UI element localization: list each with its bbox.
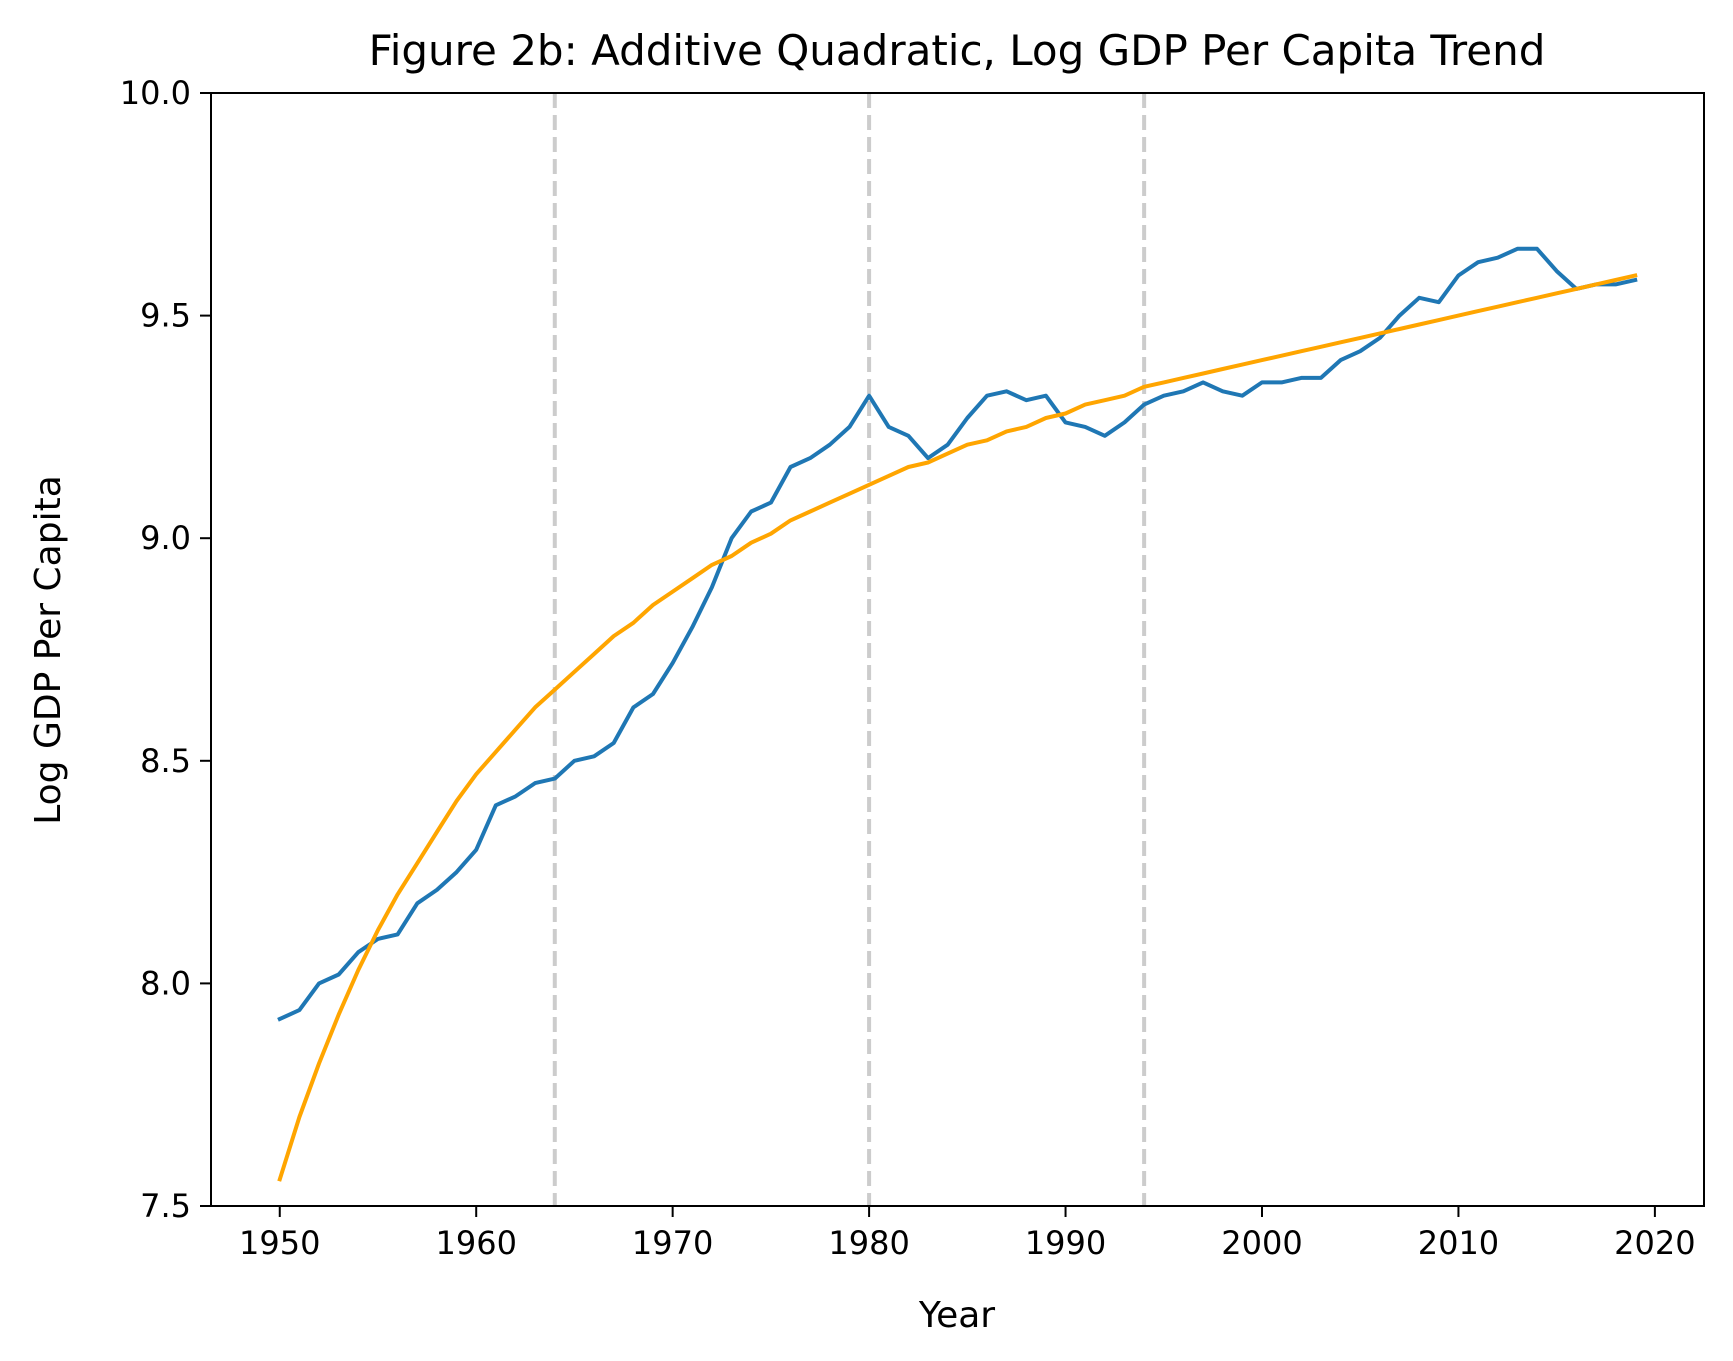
y-tick-label-3: 9.0 xyxy=(140,519,191,557)
reference-lines xyxy=(552,93,1147,1206)
series-line-1 xyxy=(277,246,1638,1022)
x-axis: 1950 1960 1970 1980 1990 2000 2010 2020 xyxy=(239,1206,1696,1262)
x-tick-label-1960: 1960 xyxy=(435,1224,516,1262)
chart-title: Figure 2b: Additive Quadratic, Log GDP P… xyxy=(369,26,1546,75)
series-line-2 xyxy=(277,273,1638,1182)
x-tick-label-1970: 1970 xyxy=(632,1224,713,1262)
y-tick-label-5: 10.0 xyxy=(120,74,191,112)
y-tick-label-4: 9.5 xyxy=(140,297,191,335)
y-tick-label-1: 8.0 xyxy=(140,964,191,1002)
y-tick-label-0: 7.5 xyxy=(140,1187,191,1225)
x-axis-label: Year xyxy=(918,1295,995,1336)
x-tick-label-2000: 2000 xyxy=(1221,1224,1302,1262)
plot-frame xyxy=(210,92,1705,1207)
x-tick-label-2020: 2020 xyxy=(1614,1224,1695,1262)
y-axis: 7.5 8.0 8.5 9.0 9.5 10.0 xyxy=(120,74,211,1225)
x-tick-label-1980: 1980 xyxy=(828,1224,909,1262)
y-tick-label-2: 8.5 xyxy=(140,742,191,780)
x-tick-label-1990: 1990 xyxy=(1025,1224,1106,1262)
x-tick-label-2010: 2010 xyxy=(1418,1224,1499,1262)
y-axis-label: Log GDP Per Capita xyxy=(28,475,69,825)
x-tick-label-1950: 1950 xyxy=(239,1224,320,1262)
series-layer xyxy=(277,246,1638,1182)
